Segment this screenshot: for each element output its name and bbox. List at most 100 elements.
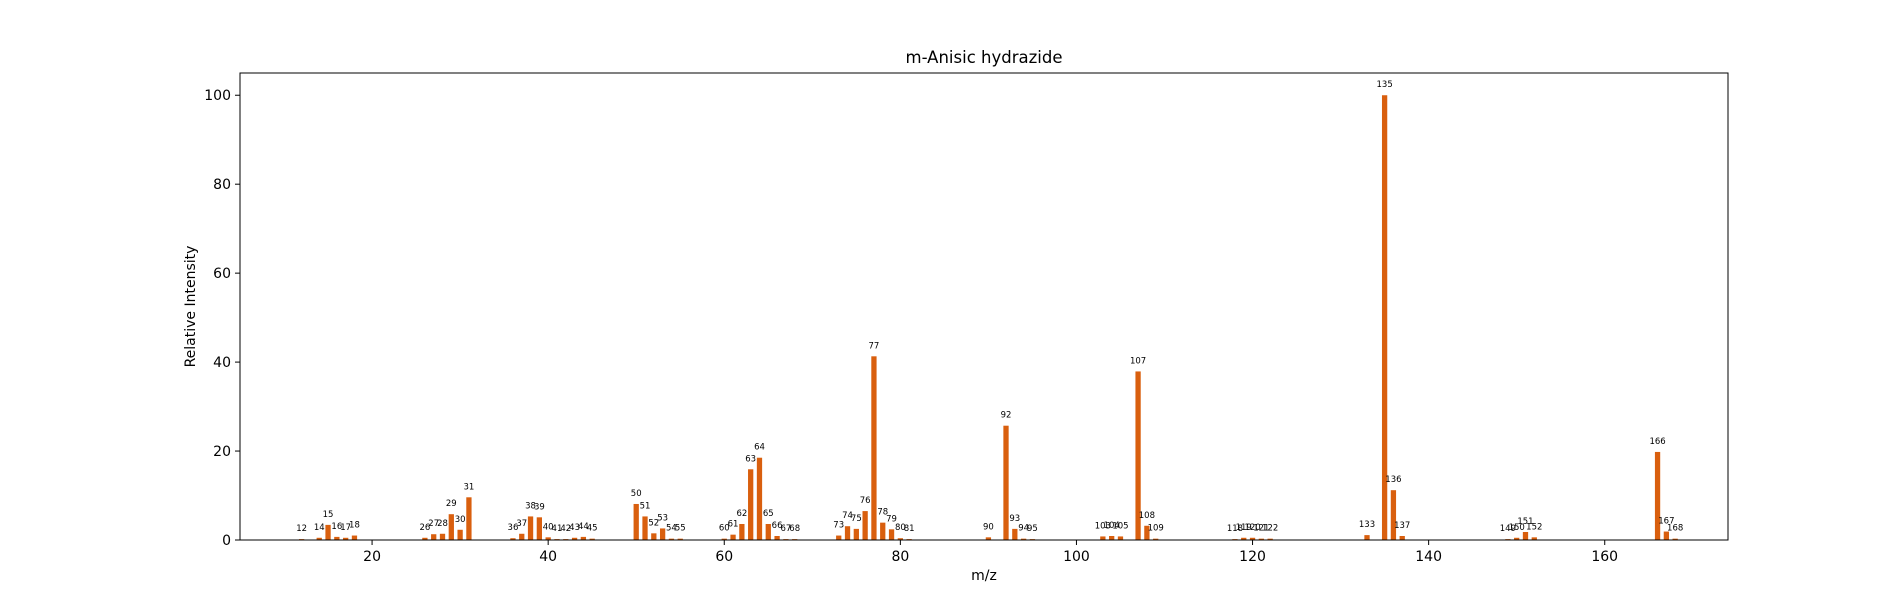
peak-label-60: 60 bbox=[719, 524, 730, 534]
peak-label-90: 90 bbox=[983, 522, 994, 532]
peak-label-41: 41 bbox=[552, 524, 563, 534]
peak-label-62: 62 bbox=[736, 509, 747, 519]
peak-bar-18 bbox=[351, 535, 358, 540]
y-axis: 0 20 40 60 80 100 bbox=[204, 88, 240, 549]
peak-bar-119 bbox=[1241, 537, 1247, 540]
peak-label-73: 73 bbox=[833, 521, 844, 531]
peak-label-95: 95 bbox=[1027, 524, 1038, 534]
peak-bar-137 bbox=[1399, 536, 1405, 540]
peak-label-137: 137 bbox=[1394, 521, 1410, 531]
peak-bar-27 bbox=[431, 534, 437, 540]
peak-label-79: 79 bbox=[886, 514, 897, 524]
peak-bar-43 bbox=[571, 537, 578, 540]
peak-label-42: 42 bbox=[560, 524, 571, 534]
peak-bar-78 bbox=[880, 522, 886, 540]
peak-bar-133 bbox=[1364, 535, 1370, 540]
peak-label-65: 65 bbox=[763, 509, 774, 519]
peak-label-103: 103 bbox=[1095, 521, 1111, 531]
peak-label-108: 108 bbox=[1139, 511, 1155, 521]
peak-bar-36 bbox=[510, 538, 516, 540]
peak-bar-107 bbox=[1135, 371, 1141, 540]
peak-label-118: 118 bbox=[1227, 524, 1243, 534]
peak-label-151: 151 bbox=[1517, 517, 1533, 527]
peak-label-37: 37 bbox=[516, 519, 527, 529]
peak-bar-28 bbox=[439, 533, 446, 540]
peak-bar-79 bbox=[888, 529, 895, 540]
peak-bar-76 bbox=[862, 511, 868, 540]
peak-label-39: 39 bbox=[534, 502, 545, 512]
peak-label-43: 43 bbox=[569, 523, 580, 533]
peak-label-133: 133 bbox=[1359, 520, 1375, 530]
peak-label-81: 81 bbox=[904, 524, 915, 534]
peak-label-77: 77 bbox=[869, 341, 880, 351]
plot-frame bbox=[239, 72, 1729, 541]
peak-bar-61 bbox=[730, 534, 736, 540]
x-tick-label-100: 100 bbox=[1063, 549, 1090, 565]
peak-label-104: 104 bbox=[1104, 521, 1120, 531]
peak-bar-93 bbox=[1012, 528, 1018, 540]
peak-bar-152 bbox=[1531, 537, 1537, 540]
peak-label-75: 75 bbox=[851, 514, 862, 524]
peak-label-119: 119 bbox=[1236, 523, 1252, 533]
peak-bar-62 bbox=[739, 523, 745, 540]
peak-label-135: 135 bbox=[1377, 80, 1393, 90]
peak-bar-150 bbox=[1514, 537, 1520, 540]
peak-bar-80 bbox=[897, 538, 903, 540]
peak-bar-168 bbox=[1672, 538, 1678, 540]
peak-bar-60 bbox=[721, 538, 727, 540]
peak-bar-30 bbox=[457, 529, 463, 540]
peak-bar-65 bbox=[765, 523, 771, 540]
y-axis-title: Relative Intensity bbox=[183, 246, 199, 368]
peak-bar-29 bbox=[448, 514, 454, 540]
peak-bar-53 bbox=[659, 528, 666, 540]
y-tick-label-20: 20 bbox=[213, 444, 231, 460]
peak-label-120: 120 bbox=[1244, 523, 1260, 533]
peak-label-66: 66 bbox=[772, 521, 783, 531]
peak-bar-104 bbox=[1109, 536, 1115, 540]
peak-bar-39 bbox=[536, 517, 542, 540]
peak-label-78: 78 bbox=[877, 508, 888, 518]
peak-label-63: 63 bbox=[745, 454, 756, 464]
peak-label-51: 51 bbox=[640, 501, 651, 511]
peak-bar-122 bbox=[1267, 538, 1273, 540]
peak-bar-121 bbox=[1258, 538, 1264, 540]
peak-bar-109 bbox=[1153, 538, 1159, 540]
peak-label-68: 68 bbox=[789, 524, 800, 534]
peak-label-92: 92 bbox=[1001, 411, 1012, 421]
peak-label-67: 67 bbox=[780, 524, 791, 534]
peak-label-109: 109 bbox=[1148, 524, 1164, 534]
peak-label-52: 52 bbox=[648, 518, 659, 528]
peak-label-136: 136 bbox=[1385, 475, 1401, 485]
peak-bar-108 bbox=[1144, 525, 1150, 540]
peak-bar-14 bbox=[316, 537, 322, 540]
peak-bar-75 bbox=[853, 528, 859, 540]
x-tick-label-120: 120 bbox=[1239, 549, 1266, 565]
peak-bar-52 bbox=[651, 533, 657, 540]
peak-bar-31 bbox=[466, 497, 472, 540]
peak-bar-74 bbox=[844, 526, 851, 540]
peak-label-76: 76 bbox=[860, 496, 871, 506]
peak-label-74: 74 bbox=[842, 511, 853, 521]
x-tick-label-140: 140 bbox=[1415, 549, 1442, 565]
peak-label-94: 94 bbox=[1018, 524, 1029, 534]
peak-bar-136 bbox=[1390, 490, 1397, 540]
y-tick-label-100: 100 bbox=[204, 88, 231, 104]
peak-label-16: 16 bbox=[331, 522, 342, 532]
peak-label-38: 38 bbox=[525, 501, 536, 511]
peak-label-40: 40 bbox=[543, 522, 554, 532]
peak-bar-40 bbox=[545, 537, 551, 540]
peak-bar-16 bbox=[334, 536, 340, 540]
peak-label-54: 54 bbox=[666, 524, 677, 534]
peak-label-121: 121 bbox=[1253, 524, 1269, 534]
peak-bar-105 bbox=[1117, 536, 1124, 540]
peak-bar-73 bbox=[836, 535, 842, 540]
peak-bar-77 bbox=[871, 356, 877, 540]
peak-label-53: 53 bbox=[657, 513, 668, 523]
peak-label-149: 149 bbox=[1500, 524, 1516, 534]
peak-label-36: 36 bbox=[508, 523, 519, 533]
peak-label-18: 18 bbox=[349, 521, 360, 531]
bars-layer bbox=[298, 95, 1678, 541]
peak-bar-64 bbox=[756, 457, 763, 540]
peak-label-44: 44 bbox=[578, 522, 589, 532]
peak-label-30: 30 bbox=[455, 515, 466, 525]
